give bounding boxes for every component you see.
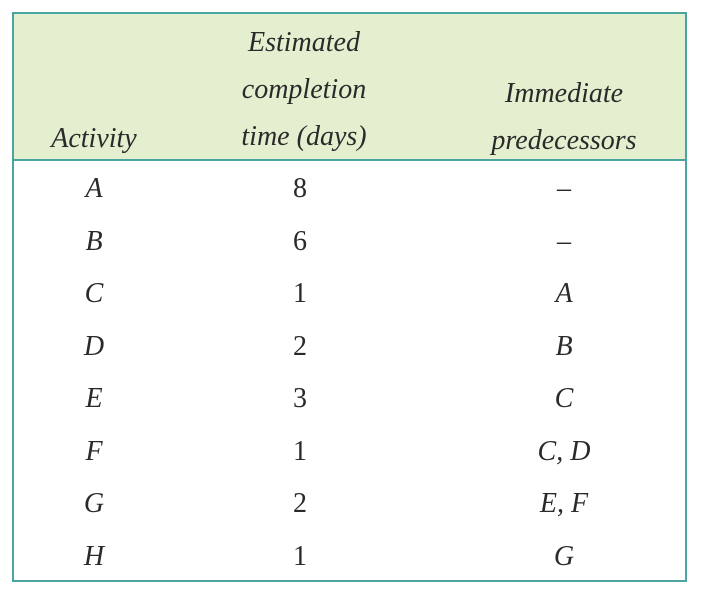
- predecessors-cell: –: [557, 225, 571, 257]
- header-pred-line-2: predecessors: [491, 125, 637, 156]
- table-row: E 3 C: [14, 373, 685, 426]
- header-predecessors: Immediate predecessors: [444, 70, 684, 164]
- time-cell: 2: [293, 488, 307, 519]
- table-row: C 1 A: [14, 268, 685, 321]
- predecessors-cell: C: [554, 383, 574, 414]
- header-pred-line-1: Immediate: [504, 78, 624, 109]
- header-time-line-3: time (days): [241, 121, 367, 152]
- activity-cell: A: [85, 173, 103, 204]
- table-body: A 8 – B 6 – C 1 A D 2 B E 3 C F 1 C, D: [14, 163, 685, 583]
- activity-table: Activity Estimated completion time (days…: [12, 12, 687, 582]
- activity-cell: C: [84, 278, 104, 309]
- predecessors-cell: C, D: [537, 435, 591, 467]
- table-row: F 1 C, D: [14, 426, 685, 479]
- table-row: H 1 G: [14, 531, 685, 584]
- predecessors-cell: A: [555, 278, 573, 309]
- predecessors-cell: G: [553, 540, 575, 572]
- time-cell: 2: [293, 330, 307, 362]
- time-cell: 3: [293, 383, 307, 414]
- activity-cell: E: [85, 383, 103, 414]
- table-header: Activity Estimated completion time (days…: [14, 14, 685, 161]
- activity-cell: G: [83, 488, 105, 519]
- time-cell: 1: [293, 435, 307, 467]
- time-cell: 1: [293, 278, 307, 309]
- table-row: B 6 –: [14, 216, 685, 269]
- table-row: A 8 –: [14, 163, 685, 216]
- activity-cell: D: [83, 330, 105, 362]
- time-cell: 6: [293, 225, 307, 257]
- activity-cell: F: [85, 435, 103, 467]
- predecessors-cell: –: [557, 173, 571, 204]
- table-row: D 2 B: [14, 321, 685, 374]
- table-row: G 2 E, F: [14, 478, 685, 531]
- time-cell: 8: [293, 173, 307, 204]
- predecessors-cell: B: [555, 330, 573, 362]
- activity-cell: H: [83, 540, 105, 572]
- time-cell: 1: [293, 540, 307, 572]
- header-time-line-1: Estimated: [248, 27, 360, 58]
- header-time-line-2: completion: [241, 74, 367, 105]
- header-estimated-time: Estimated completion time (days): [169, 19, 439, 160]
- header-activity: Activity: [51, 123, 137, 154]
- activity-cell: B: [85, 225, 103, 257]
- predecessors-cell: E, F: [539, 488, 589, 519]
